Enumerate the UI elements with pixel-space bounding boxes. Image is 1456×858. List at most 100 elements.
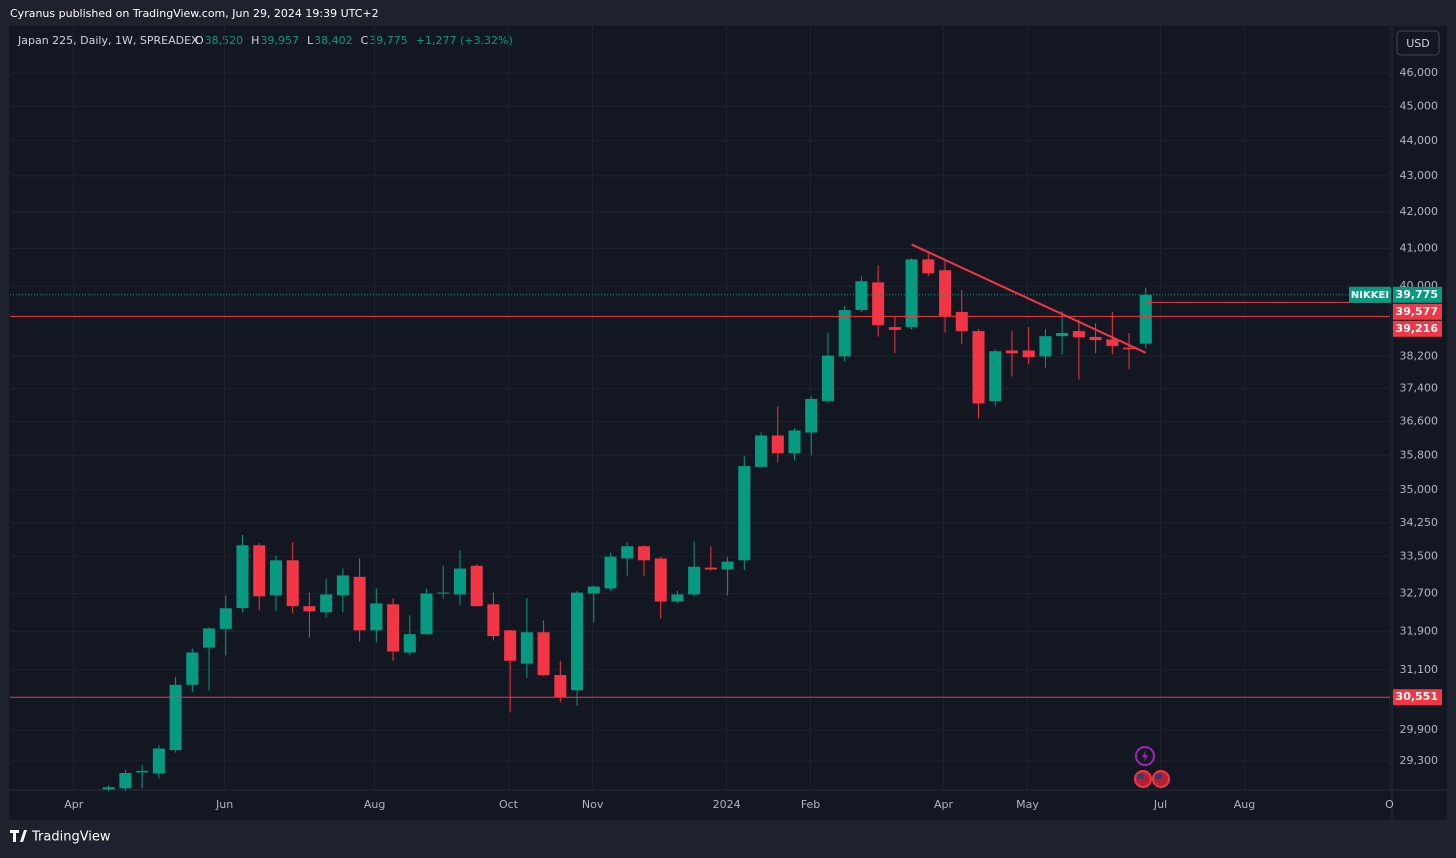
ohlc-legend: O 38,520 H 39,957 L 38,402 C 39,775 +1,277 (+3.3… <box>195 34 513 47</box>
candle-body <box>888 327 901 330</box>
candle-body <box>838 310 851 357</box>
candle-body <box>152 748 165 774</box>
candle-body <box>269 560 282 596</box>
y-tick-label: 42,000 <box>1400 205 1439 218</box>
candle-body <box>504 630 517 661</box>
candle-body <box>571 592 584 691</box>
price-label: 39,775 <box>1396 288 1438 301</box>
candle-body <box>1089 336 1102 341</box>
y-tick-label: 31,100 <box>1400 663 1439 676</box>
candle-body <box>587 586 600 594</box>
grid <box>10 26 1390 790</box>
y-tick-label: 44,000 <box>1400 134 1439 147</box>
x-tick-label: Jul <box>1153 798 1167 811</box>
candle-body <box>688 566 701 595</box>
candle-body <box>303 606 316 612</box>
y-tick-label: 32,700 <box>1400 587 1439 600</box>
candle-body <box>453 568 466 595</box>
candle-body <box>336 575 349 596</box>
candle-body <box>604 556 617 589</box>
candle-body <box>621 546 634 559</box>
event-bolt <box>1142 750 1148 762</box>
x-tick-label: Aug <box>364 798 385 811</box>
candle-body <box>671 594 684 602</box>
candle-body <box>286 560 299 607</box>
candle-body <box>370 603 383 631</box>
legend-key: C <box>361 34 369 47</box>
y-tick-label: 29,300 <box>1400 754 1439 767</box>
candle-body <box>253 545 266 597</box>
candle-body <box>537 632 550 675</box>
legend-value: 38,520 <box>205 34 244 47</box>
y-tick-label: 31,900 <box>1400 624 1439 637</box>
legend-value: 38,402 <box>314 34 353 47</box>
legend-change: +1,277 (+3.32%) <box>416 34 513 47</box>
candle-body <box>704 567 717 570</box>
x-tick-label: Feb <box>801 798 820 811</box>
x-tick-label: O <box>1385 798 1394 811</box>
legend-key: O <box>195 34 204 47</box>
candle-body <box>1022 350 1035 358</box>
candle-body <box>989 351 1002 401</box>
candle-body <box>387 604 400 652</box>
legend-value: 39,775 <box>369 34 408 47</box>
candle-body <box>353 576 366 631</box>
candle-body <box>236 545 249 609</box>
candle-body <box>320 594 333 613</box>
price-label-box <box>1393 303 1442 320</box>
candle-body <box>771 435 784 454</box>
y-tick-label: 38,200 <box>1400 349 1439 362</box>
candle-body <box>1106 339 1119 347</box>
candle-body <box>203 628 216 648</box>
y-tick-label: 45,000 <box>1400 100 1439 113</box>
candle-body <box>186 652 199 685</box>
candle-body <box>939 270 952 316</box>
candle-body <box>102 787 115 790</box>
candle-body <box>821 355 834 401</box>
candle-body <box>1123 347 1136 350</box>
candle-body <box>1139 294 1152 344</box>
candle-body <box>855 281 868 311</box>
candle-body <box>420 593 433 635</box>
candle-body <box>637 546 650 561</box>
flag-canton <box>1155 774 1162 779</box>
brand-name: TradingView <box>31 830 111 845</box>
y-tick-label: 41,000 <box>1400 242 1439 255</box>
series-name-box <box>1349 286 1391 303</box>
candle-body <box>487 604 500 637</box>
y-tick-label: 34,250 <box>1400 516 1439 529</box>
currency-button[interactable] <box>1396 30 1440 56</box>
y-tick-label: 35,800 <box>1400 448 1439 461</box>
candle-body <box>403 634 416 653</box>
candle-body <box>520 632 533 664</box>
x-tick-label: Apr <box>64 798 84 811</box>
candle-body <box>1056 333 1069 337</box>
candle-body <box>922 259 935 274</box>
plot <box>10 243 1390 792</box>
candle-body <box>805 398 818 433</box>
series-name: NIKKEI <box>1351 290 1389 301</box>
candle-body <box>788 430 801 454</box>
candle-body <box>755 435 768 467</box>
candle-body <box>1005 350 1018 354</box>
candle-body <box>721 561 734 570</box>
currency-label[interactable]: USD <box>1406 37 1430 50</box>
x-tick-label: Aug <box>1234 798 1255 811</box>
candle-body <box>470 565 483 607</box>
axes: 46,00045,00044,00043,00042,00041,00040,0… <box>64 66 1442 811</box>
legend-key: L <box>307 34 314 47</box>
candle-body <box>872 282 885 326</box>
x-tick-label: 2024 <box>713 798 741 811</box>
candle-body <box>955 311 968 332</box>
x-tick-label: Oct <box>499 798 519 811</box>
price-label: 39,577 <box>1396 305 1438 318</box>
candle-body <box>905 259 918 328</box>
y-tick-label: 33,500 <box>1400 550 1439 563</box>
candle-body <box>437 592 450 594</box>
candle-body <box>1072 331 1085 338</box>
symbol-legend: Japan 225, Daily, 1W, SPREADEX <box>17 34 199 47</box>
price-label: 30,551 <box>1396 690 1438 703</box>
price-label-box <box>1393 689 1442 706</box>
price-label-box <box>1393 286 1442 303</box>
